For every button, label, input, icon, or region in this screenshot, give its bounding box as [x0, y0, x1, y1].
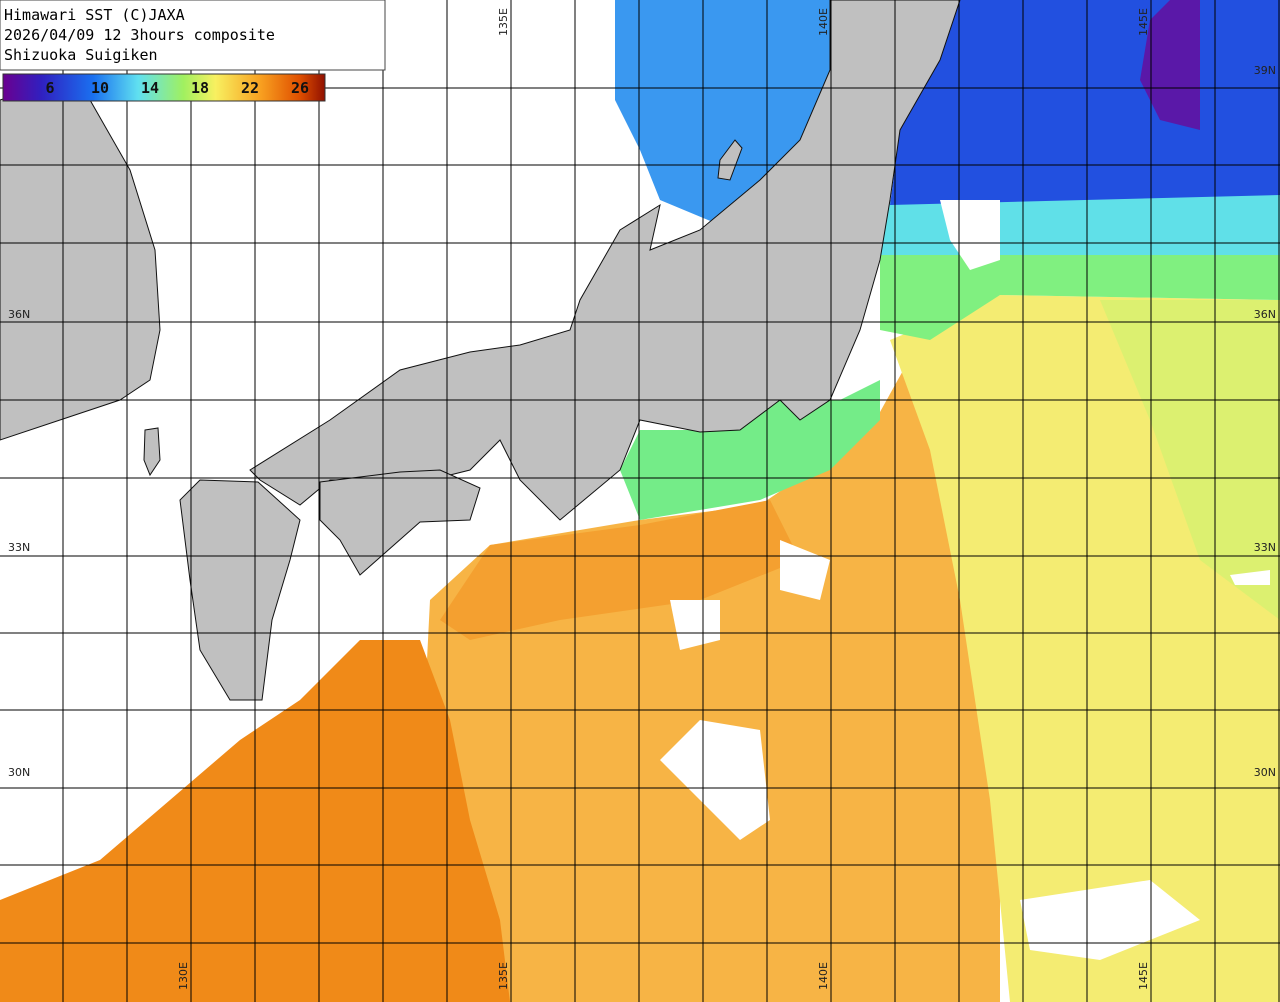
- land: [0, 0, 961, 701]
- legend-tick-label: 6: [45, 79, 54, 97]
- honshu: [249, 0, 961, 521]
- lon-label: 145E: [1137, 962, 1150, 990]
- legend-colorbar: [2, 73, 326, 102]
- sado: [717, 139, 743, 181]
- cloud: [1230, 570, 1270, 585]
- lat-label: 36N: [8, 308, 30, 321]
- sst-purple-patch: [1140, 0, 1200, 130]
- tsushima: [143, 427, 161, 477]
- cloud: [780, 540, 830, 600]
- lat-label: 30N: [1254, 766, 1276, 779]
- cloud: [670, 600, 720, 650]
- lat-label: 36N: [1254, 308, 1276, 321]
- lat-label: 39N: [1254, 64, 1276, 77]
- lat-label: 33N: [8, 541, 30, 554]
- legend-tick-label: 14: [141, 79, 159, 97]
- kyushu: [179, 479, 301, 701]
- sst-pale-yellow-water: [1100, 300, 1280, 620]
- lon-label: 135E: [497, 8, 510, 36]
- legend-tick-label: 26: [291, 79, 309, 97]
- lon-label: 140E: [817, 962, 830, 990]
- cloud: [940, 200, 1000, 270]
- sst-mid-orange-water: [440, 500, 800, 640]
- cloud: [0, 560, 200, 820]
- cloud-patches: [0, 200, 1270, 960]
- sst-blue-japan-sea: [615, 0, 830, 225]
- lon-label: 140E: [817, 8, 830, 36]
- cloud: [660, 720, 770, 840]
- lon-label: 135E: [497, 962, 510, 990]
- header-line: Shizuoka Suigiken: [4, 46, 158, 64]
- lon-label: 130E: [177, 962, 190, 990]
- header-box: [0, 0, 386, 71]
- lon-label: 145E: [1137, 8, 1150, 36]
- header-line: 2026/04/09 12 3hours composite: [4, 26, 275, 44]
- lat-label: 33N: [1254, 541, 1276, 554]
- lat-label: 30N: [8, 766, 30, 779]
- legend-tick-label: 22: [241, 79, 259, 97]
- header-line: Himawari SST (C)JAXA: [4, 6, 185, 24]
- sst-green-band: [880, 250, 1280, 340]
- legend-tick-label: 18: [191, 79, 209, 97]
- sst-warm-water: [420, 305, 1000, 1002]
- cloud: [1020, 880, 1200, 960]
- shikoku: [319, 469, 481, 576]
- legend-tick-label: 10: [91, 79, 109, 97]
- sst-green-water: [620, 380, 880, 520]
